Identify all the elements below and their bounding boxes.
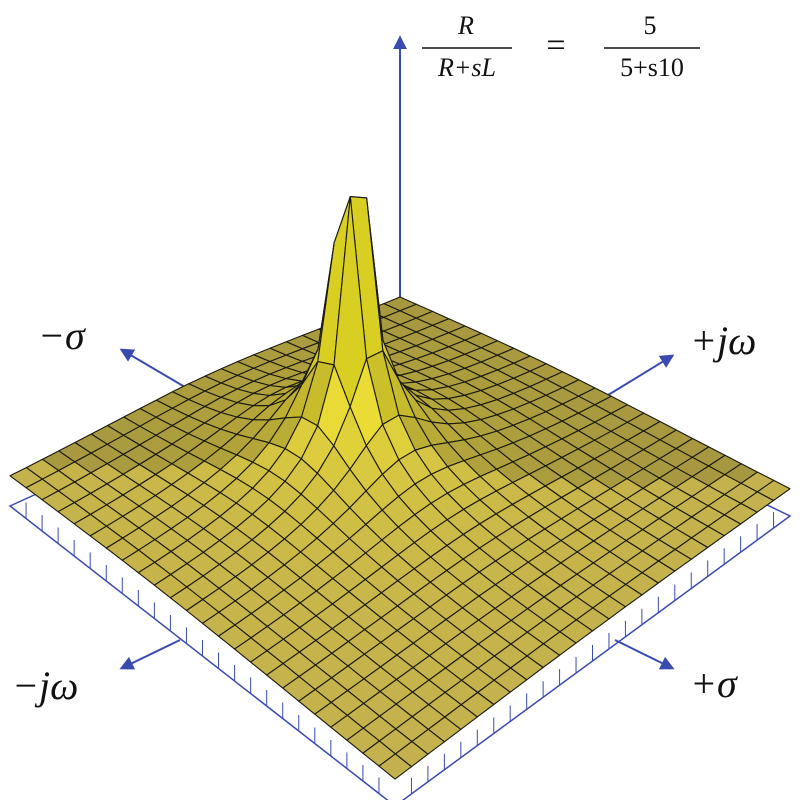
neg-sigma-arrow [119, 348, 191, 391]
formula: R R+sL = 5 5+s10 [422, 11, 700, 82]
surface [9, 196, 791, 780]
axis-label: −σ [38, 313, 86, 358]
axis-label: +jω [690, 318, 756, 363]
fraction-denominator: 5+s10 [620, 53, 684, 82]
neg-jomega-arrow [119, 639, 181, 670]
pos-jomega-arrow [599, 354, 675, 401]
fraction-numerator: 5 [644, 11, 657, 40]
fraction-denominator: R+sL [437, 53, 496, 82]
surface-patch [378, 753, 413, 780]
equals: = [546, 27, 565, 64]
fraction-numerator: R [457, 11, 474, 40]
axis-label: −jω [12, 663, 78, 708]
pos-sigma-arrow [614, 639, 675, 670]
axis-label: +σ [690, 661, 738, 706]
